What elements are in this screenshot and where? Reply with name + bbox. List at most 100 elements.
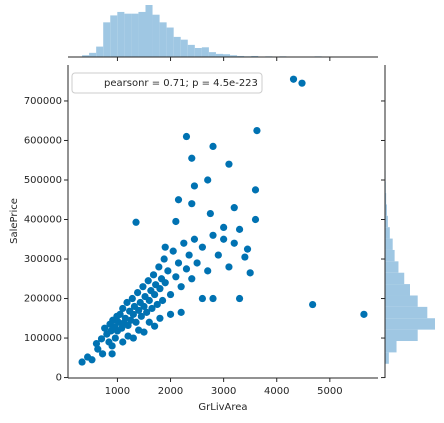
point xyxy=(190,182,199,190)
point xyxy=(101,324,109,332)
point xyxy=(119,304,127,313)
x-hist-bar xyxy=(89,52,97,57)
point xyxy=(139,283,147,291)
y-tick-label: 300000 xyxy=(24,254,62,265)
point xyxy=(144,277,152,285)
point xyxy=(166,290,175,299)
point xyxy=(97,335,106,343)
point xyxy=(235,225,244,233)
point xyxy=(246,269,254,277)
x-hist-bar xyxy=(187,44,195,57)
point xyxy=(180,239,188,247)
point xyxy=(151,322,159,330)
y-hist-bar xyxy=(385,272,405,285)
point xyxy=(177,308,185,316)
point xyxy=(132,318,140,326)
point xyxy=(188,154,196,162)
point xyxy=(160,255,168,263)
x-tick-label: 1000 xyxy=(105,386,130,397)
point xyxy=(158,296,167,305)
point xyxy=(309,300,317,309)
point xyxy=(114,318,123,326)
point xyxy=(204,176,212,184)
point xyxy=(153,300,161,309)
point xyxy=(185,251,193,259)
point xyxy=(209,142,217,151)
y-hist-bar xyxy=(385,238,393,250)
point xyxy=(148,304,156,313)
point xyxy=(235,294,244,303)
point xyxy=(78,358,86,366)
point xyxy=(206,209,214,218)
point xyxy=(129,310,137,318)
point xyxy=(251,186,260,194)
point xyxy=(140,328,148,336)
x-axis-label: GrLivArea xyxy=(198,402,247,413)
y-hist-bar xyxy=(385,295,418,307)
point xyxy=(88,356,96,364)
x-hist-bar xyxy=(208,52,216,57)
point xyxy=(220,223,228,232)
y-hist-bar xyxy=(385,215,388,228)
point xyxy=(149,271,158,279)
point xyxy=(190,235,199,243)
point xyxy=(298,79,306,87)
y-tick-label: 700000 xyxy=(24,96,62,107)
point xyxy=(230,239,238,247)
x-hist-bar xyxy=(82,55,90,57)
x-hist-bar xyxy=(159,22,167,57)
x-hist-bar xyxy=(194,47,202,57)
x-hist-bar xyxy=(201,47,209,57)
point xyxy=(209,231,217,239)
y-tick-label: 500000 xyxy=(24,175,62,186)
point xyxy=(137,312,145,320)
point xyxy=(155,263,163,271)
x-tick-label: 4000 xyxy=(264,386,289,397)
y-tick-label: 400000 xyxy=(24,215,62,226)
point xyxy=(132,218,140,226)
y-hist-bar xyxy=(385,318,435,330)
point xyxy=(182,132,191,141)
x-hist-bar xyxy=(138,11,146,57)
point xyxy=(145,318,153,326)
point xyxy=(156,314,164,322)
point xyxy=(360,310,368,318)
y-hist-bar xyxy=(385,306,428,319)
point xyxy=(124,332,132,340)
x-hist-bar xyxy=(131,13,139,57)
point xyxy=(151,290,159,299)
point xyxy=(209,294,217,303)
point xyxy=(253,126,261,135)
x-hist-bar xyxy=(223,54,231,57)
y-tick-label: 100000 xyxy=(24,333,62,344)
point xyxy=(166,310,175,318)
x-hist-bar xyxy=(166,27,174,57)
y-hist-bar xyxy=(385,284,410,296)
point xyxy=(198,243,206,251)
y-hist-bar xyxy=(385,261,399,273)
point xyxy=(98,350,107,358)
x-hist-bar xyxy=(96,46,104,57)
point xyxy=(92,339,101,348)
x-tick-label: 2000 xyxy=(158,386,183,397)
x-tick-label: 5000 xyxy=(317,386,342,397)
x-hist-bar xyxy=(110,15,118,57)
point xyxy=(193,259,201,267)
y-hist-bar xyxy=(385,193,387,205)
point xyxy=(174,259,183,267)
y-tick-label: 200000 xyxy=(24,294,62,305)
legend-text: pearsonr = 0.71; p = 4.5e-223 xyxy=(104,78,258,89)
point xyxy=(108,342,116,350)
point xyxy=(134,289,142,297)
point xyxy=(241,253,249,261)
point xyxy=(243,245,252,253)
point xyxy=(164,267,172,275)
point xyxy=(289,75,298,83)
point xyxy=(161,279,169,287)
x-hist-bar xyxy=(230,55,238,57)
y-hist-bar xyxy=(385,204,387,216)
point xyxy=(169,247,177,255)
point xyxy=(143,308,151,316)
